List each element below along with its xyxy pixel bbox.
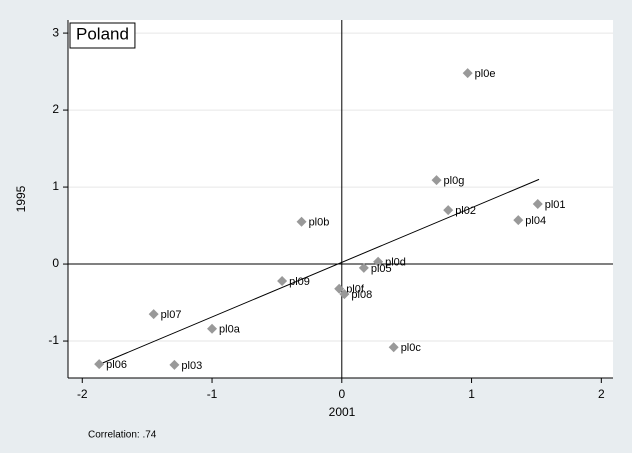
y-tick-label: 2: [52, 102, 59, 116]
point-label: pl0e: [475, 68, 496, 80]
point-label: pl0b: [309, 217, 330, 229]
point: [207, 323, 218, 334]
point-label: pl0c: [401, 342, 422, 354]
y-tick-label: -1: [48, 333, 59, 347]
point: [431, 175, 442, 186]
point: [169, 359, 180, 370]
point: [443, 205, 454, 216]
fit-line: [101, 178, 540, 364]
point: [339, 289, 350, 300]
point-label: pl0a: [219, 324, 241, 336]
point: [296, 216, 307, 227]
point: [513, 215, 524, 226]
point-label: pl05: [371, 263, 392, 275]
chart-title: Poland: [76, 24, 129, 43]
x-tick-label: 2: [598, 387, 605, 401]
y-tick-label: 0: [52, 256, 59, 270]
point-label: pl09: [289, 276, 310, 288]
y-axis-title: 1995: [14, 185, 28, 212]
point-label: pl08: [351, 289, 372, 301]
y-tick-label: 1: [52, 179, 59, 193]
x-tick-label: 1: [468, 387, 475, 401]
point-label: pl0g: [444, 175, 465, 187]
y-tick-label: 3: [52, 25, 59, 39]
point: [148, 309, 159, 320]
point-label: pl0d: [385, 257, 406, 269]
plot-area: [68, 20, 613, 378]
x-tick-label: 0: [338, 387, 345, 401]
point-label: pl0f: [346, 284, 365, 296]
point-label: pl06: [106, 359, 127, 371]
x-axis-title: 2001: [329, 405, 356, 419]
point: [532, 199, 543, 210]
point: [277, 275, 288, 286]
x-tick-label: -2: [77, 387, 88, 401]
point: [358, 262, 369, 273]
point-label: pl01: [545, 199, 566, 211]
x-tick-label: -1: [207, 387, 218, 401]
point: [94, 359, 105, 370]
point-label: pl07: [161, 309, 182, 321]
point: [334, 283, 345, 294]
point: [462, 68, 473, 79]
note: Correlation: .74: [88, 430, 157, 441]
point: [388, 342, 399, 353]
point: [373, 256, 384, 267]
title-box: [69, 22, 136, 49]
point-label: pl03: [181, 360, 202, 372]
point-label: pl04: [525, 215, 546, 227]
point-label: pl02: [455, 205, 476, 217]
